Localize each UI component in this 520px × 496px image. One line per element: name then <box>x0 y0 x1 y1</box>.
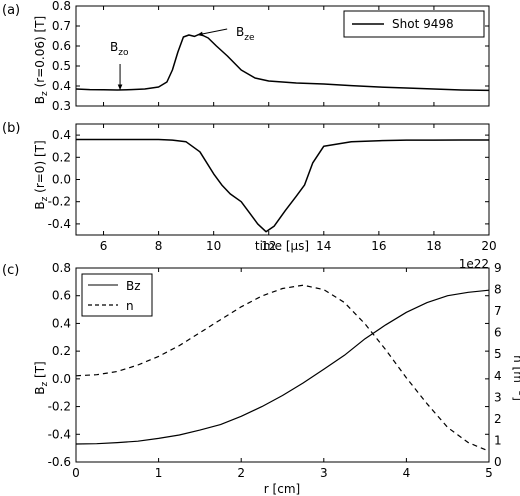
y2tick-label-c-1: 1 <box>494 433 502 447</box>
y2label-c: n [m−3] <box>511 355 520 401</box>
ylabel-c-sub: z <box>40 382 50 387</box>
ylabel-b-main: B <box>33 201 47 209</box>
legend-a-label: Shot 9498 <box>392 17 454 31</box>
ytick-label-a-0: 0.3 <box>52 99 71 113</box>
svg-text:Bze: Bze <box>236 25 255 43</box>
ylabel-a-main: B <box>33 96 47 104</box>
panel-c <box>75 267 490 463</box>
xtick-label-b-4: 14 <box>316 239 331 253</box>
series-line-b-0 <box>76 138 489 233</box>
ytick-label-c-3: 0.0 <box>52 372 71 386</box>
ytick-label-a-3: 0.6 <box>52 39 71 53</box>
ylabel-b-sub: z <box>40 196 50 201</box>
y2tick-label-c-0: 0 <box>494 455 502 469</box>
ytick-label-b-4: 0.4 <box>52 128 71 142</box>
annotation-bzo-sub: zo <box>118 48 129 58</box>
panel-label-b: (b) <box>2 121 20 136</box>
xtick-label-c-0: 0 <box>72 466 80 480</box>
xlabel-c: r [cm] <box>264 482 300 496</box>
annotation-bze-main: B <box>236 25 244 39</box>
annotation-bzo: Bzo <box>110 40 129 58</box>
y2-offset-text: 1e22 <box>459 257 489 271</box>
svg-text:Bzo: Bzo <box>110 40 129 58</box>
ylabel-a-rest: (r=0.06) [T] <box>33 16 47 91</box>
ytick-label-c-7: 0.8 <box>52 261 71 275</box>
ytick-label-c-6: 0.6 <box>52 289 71 303</box>
ylabel-c: Bz [T] <box>33 361 50 394</box>
ylabel-b: Bz (r=0) [T] <box>33 140 50 209</box>
ytick-label-a-1: 0.4 <box>52 79 71 93</box>
series-line-a-0 <box>75 33 490 92</box>
series-line-c-0 <box>75 289 490 445</box>
y2tick-label-c-7: 7 <box>494 304 502 318</box>
ytick-label-c-2: -0.2 <box>48 400 71 414</box>
xtick-label-b-7: 20 <box>481 239 496 253</box>
ylabel-b-rest: (r=0) [T] <box>33 140 47 196</box>
y2tick-label-c-9: 9 <box>494 261 502 275</box>
y2tick-label-c-6: 6 <box>494 326 502 340</box>
annotation-arrowhead-1 <box>197 31 204 37</box>
ytick-label-c-0: -0.6 <box>48 455 71 469</box>
xtick-label-c-3: 3 <box>320 466 328 480</box>
annotation-arrowhead-0 <box>117 84 123 90</box>
ytick-label-c-1: -0.4 <box>48 427 71 441</box>
y2tick-label-c-5: 5 <box>494 347 502 361</box>
ytick-label-c-5: 0.4 <box>52 316 71 330</box>
xtick-label-c-1: 1 <box>155 466 163 480</box>
ytick-label-b-2: 0.0 <box>52 173 71 187</box>
xtick-label-b-6: 18 <box>426 239 441 253</box>
xtick-label-c-5: 5 <box>485 466 493 480</box>
ytick-label-b-1: -0.2 <box>48 195 71 209</box>
y2label-c-rest: ] <box>511 396 520 401</box>
xtick-label-b-3: 12 <box>261 239 276 253</box>
ytick-label-a-2: 0.5 <box>52 59 71 73</box>
ytick-label-a-4: 0.7 <box>52 19 71 33</box>
annotation-bze-sub: ze <box>244 33 255 43</box>
y2label-c-sup: −3 <box>516 383 520 396</box>
xtick-label-b-2: 10 <box>206 239 221 253</box>
annotation-bzo-main: B <box>110 40 118 54</box>
y2tick-label-c-2: 2 <box>494 412 502 426</box>
annotation-bze: Bze <box>236 25 255 43</box>
y2tick-label-c-3: 3 <box>494 390 502 404</box>
legend-c-bz: Bz <box>126 279 141 293</box>
ylabel-c-rest: [T] <box>33 361 47 382</box>
xtick-label-b-5: 16 <box>371 239 386 253</box>
panel-a <box>75 5 490 107</box>
xlabel-b: time [µs] <box>255 239 309 253</box>
ytick-label-c-4: 0.2 <box>52 344 71 358</box>
series-line-c-1 <box>75 284 490 452</box>
panel-label-c: (c) <box>2 263 19 278</box>
xtick-label-c-4: 4 <box>403 466 411 480</box>
xtick-label-b-0: 6 <box>100 239 108 253</box>
ylabel-a-sub: z <box>40 91 50 96</box>
y2label-c-main: n [m <box>511 355 520 383</box>
y2tick-label-c-4: 4 <box>494 369 502 383</box>
legend-c-n: n <box>126 299 134 313</box>
panel-label-a: (a) <box>2 3 20 18</box>
ylabel-c-main: B <box>33 387 47 395</box>
ylabel-a: Bz (r=0.06) [T] <box>33 16 50 104</box>
ytick-label-b-0: -0.4 <box>48 217 71 231</box>
legend-a: Shot 9498 <box>343 10 485 38</box>
xtick-label-b-1: 8 <box>155 239 163 253</box>
ytick-label-b-3: 0.2 <box>52 150 71 164</box>
legend-c: Bz n <box>81 273 153 317</box>
y2tick-label-c-8: 8 <box>494 283 502 297</box>
xtick-label-c-2: 2 <box>237 466 245 480</box>
ytick-label-a-5: 0.8 <box>52 0 71 13</box>
